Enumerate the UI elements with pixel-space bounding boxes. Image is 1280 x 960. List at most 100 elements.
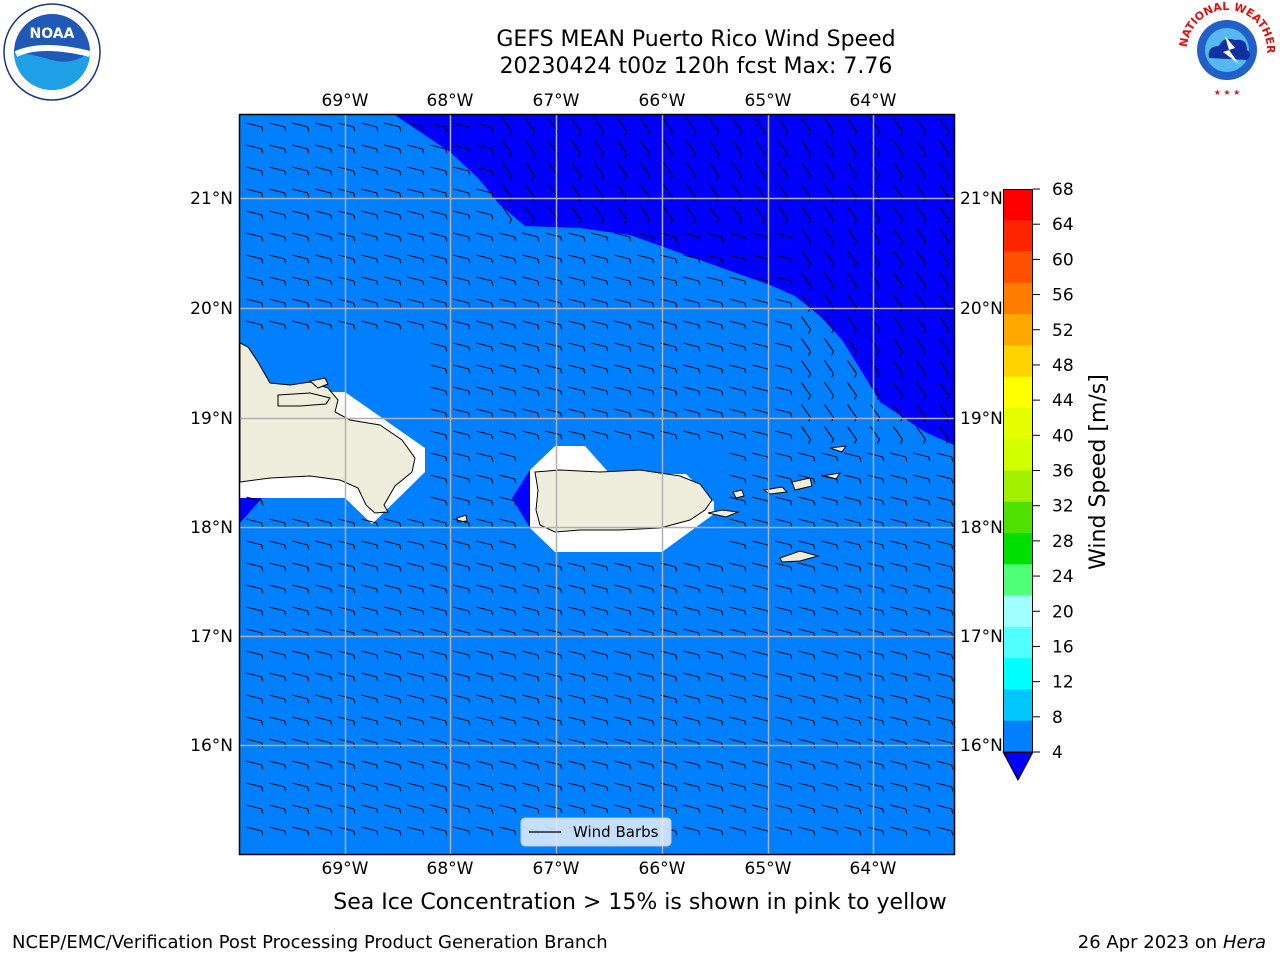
wind-barb: [499, 540, 515, 546]
wind-barb-flag: [330, 764, 333, 770]
wind-barb-flag: [744, 456, 747, 462]
wind-barb: [499, 826, 515, 832]
wind-barb: [913, 694, 929, 700]
wind-barb: [870, 140, 880, 154]
wind-barb: [729, 628, 745, 634]
wind-barb-flag: [468, 544, 471, 550]
wind-barb-flag: [698, 258, 701, 264]
wind-barb: [755, 162, 765, 176]
wind-barb: [775, 628, 791, 634]
wind-barb: [683, 364, 699, 370]
wind-barb: [752, 716, 768, 722]
wind-barb-flag: [514, 236, 517, 242]
wind-barb-flag: [877, 131, 881, 136]
wind-barb: [453, 232, 469, 238]
wind-barb-flag: [261, 214, 264, 220]
wind-barb: [614, 232, 630, 238]
wind-barb-flag: [583, 698, 586, 704]
wind-barb: [476, 496, 492, 502]
wind-barb-flag: [629, 676, 632, 682]
wind-barb: [453, 254, 469, 260]
wind-barb: [430, 144, 446, 150]
wind-barb: [453, 650, 469, 656]
wind-barb-flag: [445, 698, 448, 704]
wind-barb: [752, 694, 768, 700]
wind-barb-flag: [854, 153, 858, 158]
wind-barb-flag: [537, 236, 540, 242]
wind-barb-flag: [624, 219, 628, 224]
wind-barb: [522, 276, 538, 282]
wind-barb-flag: [307, 170, 310, 176]
wind-barb-flag: [491, 390, 494, 396]
wind-barb: [246, 166, 262, 172]
wind-barb: [775, 254, 791, 260]
wind-barb: [430, 122, 446, 128]
wind-barb-flag: [284, 280, 287, 286]
wind-barb: [752, 782, 768, 788]
wind-barb: [729, 804, 745, 810]
wind-barb: [640, 162, 650, 176]
wind-barb: [430, 782, 446, 788]
wind-barb-flag: [698, 412, 701, 418]
wind-barb-flag: [629, 588, 632, 594]
wind-barb-flag: [514, 808, 517, 814]
wind-barb: [545, 672, 561, 678]
wind-barb: [798, 540, 814, 546]
wind-barb: [775, 672, 791, 678]
wind-barb: [752, 452, 768, 458]
wind-barb: [384, 760, 400, 766]
wind-barb-flag: [928, 786, 931, 792]
wind-barb-flag: [739, 175, 743, 180]
wind-barb-flag: [675, 786, 678, 792]
wind-barb: [407, 562, 423, 568]
land-virgin-islands: [732, 445, 848, 499]
wind-barb-flag: [330, 786, 333, 792]
wind-barb: [545, 430, 561, 436]
wind-barb-flag: [928, 544, 931, 550]
lat-label-right: 20°N: [960, 299, 1003, 319]
wind-barb: [545, 320, 561, 326]
wind-barb-flag: [468, 126, 471, 132]
wind-barb: [499, 386, 515, 392]
wind-barb: [847, 294, 857, 308]
wind-barb: [499, 474, 515, 480]
wind-barb-flag: [652, 258, 655, 264]
wind-barb: [867, 606, 883, 612]
wind-barb: [939, 228, 949, 242]
wind-barb: [453, 430, 469, 436]
wind-barb-flag: [261, 698, 264, 704]
wind-barb-flag: [923, 329, 927, 334]
wind-barb: [844, 804, 860, 810]
wind-barb: [617, 184, 627, 198]
wind-barb: [361, 716, 377, 722]
wind-barb: [775, 606, 791, 612]
wind-barb-flag: [629, 324, 632, 330]
wind-barb-flag: [284, 720, 287, 726]
wind-barb-flag: [698, 720, 701, 726]
wind-barb-flag: [629, 764, 632, 770]
wind-barb: [407, 694, 423, 700]
wind-barb: [939, 162, 949, 176]
wind-barb: [916, 426, 926, 440]
wind-barb-flag: [905, 830, 908, 836]
wind-barb-flag: [445, 258, 448, 264]
wind-barb-flag: [831, 285, 835, 290]
lon-label-top: 68°W: [427, 91, 474, 111]
wind-barb: [936, 474, 952, 480]
wind-barb-flag: [721, 368, 724, 374]
wind-barb: [476, 716, 492, 722]
wind-barb: [916, 140, 926, 154]
wind-barb-flag: [537, 698, 540, 704]
wind-barb-flag: [399, 236, 402, 242]
wind-barb: [476, 276, 492, 282]
wind-barb-flag: [422, 280, 425, 286]
wind-barb-flag: [905, 654, 908, 660]
wind-barb: [384, 540, 400, 546]
wind-barb-flag: [877, 241, 881, 246]
wind-barb-flag: [468, 676, 471, 682]
wind-barb-flag: [721, 280, 724, 286]
wind-barb: [729, 342, 745, 348]
wind-barb-flag: [422, 126, 425, 132]
wind-barb: [847, 162, 857, 176]
wind-barb-flag: [560, 390, 563, 396]
